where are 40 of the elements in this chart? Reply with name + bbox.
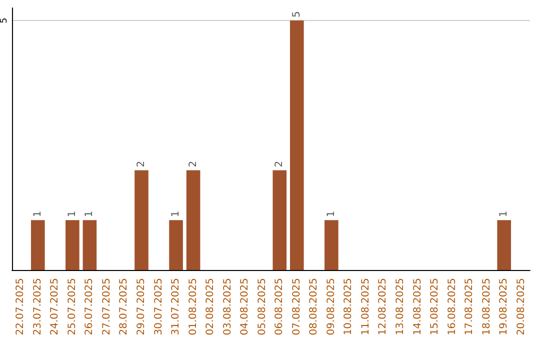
x-tick-label: 04.08.2025	[240, 278, 251, 336]
x-tick-label: 18.08.2025	[481, 278, 492, 336]
x-tick-label: 27.07.2025	[101, 278, 112, 336]
data-label: 1	[32, 210, 44, 218]
x-tick-label: 14.08.2025	[412, 278, 424, 336]
x-tick-label: 15.08.2025	[430, 278, 441, 336]
x-tick-label: 30.07.2025	[153, 278, 164, 336]
x-tick-label: 13.08.2025	[395, 278, 406, 336]
x-tick-label: 23.07.2025	[32, 278, 44, 336]
x-tick-label: 01.08.2025	[188, 278, 199, 336]
x-tick-label: 24.07.2025	[50, 278, 61, 336]
x-tick-label: 16.08.2025	[446, 278, 458, 336]
data-label: 2	[188, 160, 199, 168]
x-tick-label: 28.07.2025	[118, 278, 130, 336]
x-tick-label: 17.08.2025	[464, 278, 476, 336]
x-tick-label: 25.07.2025	[66, 278, 78, 336]
x-tick-label: 11.08.2025	[360, 278, 372, 336]
data-label: 1	[498, 210, 510, 218]
x-tick-label: 06.08.2025	[274, 278, 286, 336]
x-tick-label: 07.08.2025	[291, 278, 302, 336]
x-tick-label: 12.08.2025	[378, 278, 389, 336]
data-label: 5	[291, 11, 302, 18]
x-tick-label: 29.07.2025	[136, 278, 147, 336]
x-tick-label: 31.07.2025	[170, 278, 182, 336]
x-tick-label: 26.07.2025	[84, 278, 96, 336]
x-tick-label: 02.08.2025	[205, 278, 216, 336]
x-tick-label: 03.08.2025	[222, 278, 234, 336]
x-tick-label: 10.08.2025	[343, 278, 354, 336]
data-label: 1	[326, 210, 337, 218]
x-tick-label: 08.08.2025	[308, 278, 320, 336]
x-tick-label: 05.08.2025	[256, 278, 268, 336]
x-tick-label: 09.08.2025	[326, 278, 337, 336]
data-label: 2	[274, 160, 286, 168]
data-label: 1	[66, 210, 78, 218]
x-tick-label: 19.08.2025	[498, 278, 510, 336]
data-label: 1	[84, 210, 96, 218]
x-tick-label: 22.07.2025	[15, 278, 26, 336]
data-label: 1	[170, 210, 182, 218]
data-label: 2	[136, 160, 147, 168]
x-tick-label: 20.08.2025	[516, 278, 527, 336]
